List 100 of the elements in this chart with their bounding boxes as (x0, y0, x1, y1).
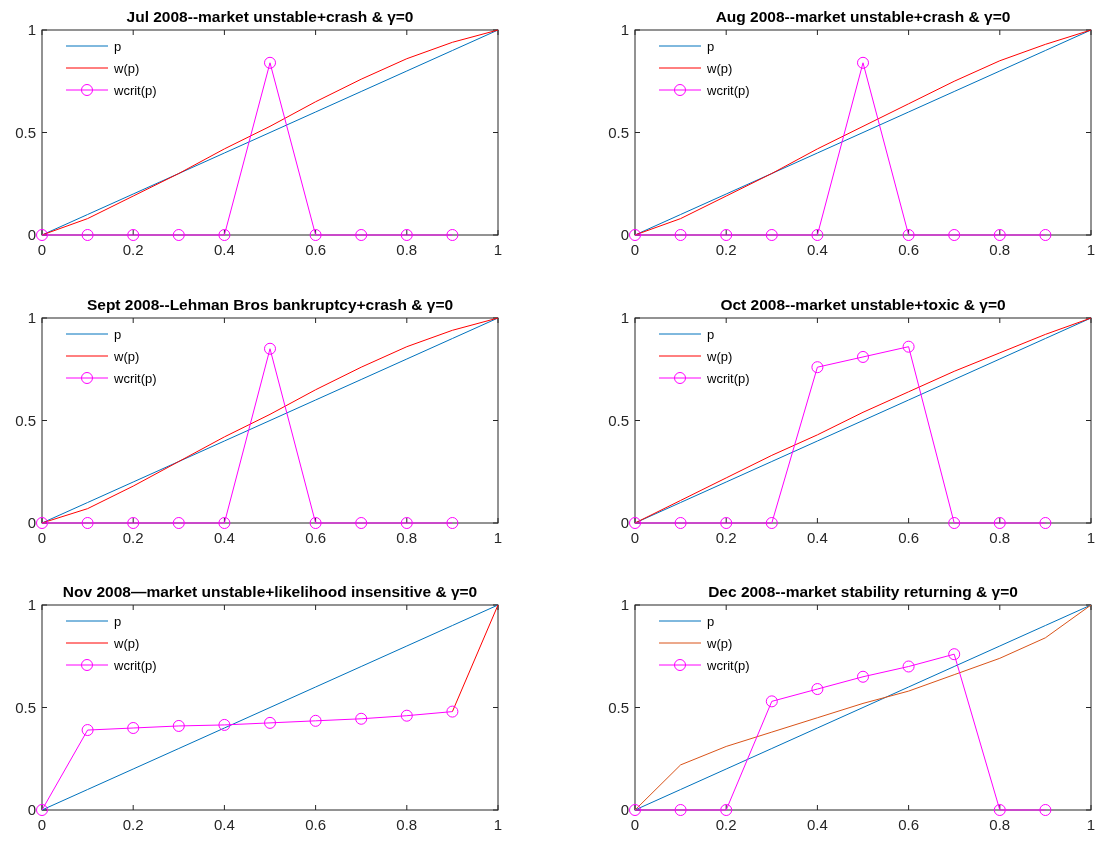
x-tick-label: 0.8 (396, 816, 418, 833)
chart-title: Sept 2008--Lehman Bros bankruptcy+crash & γ=0 (86, 296, 454, 313)
y-tick-label: 1 (620, 309, 629, 326)
point (993, 804, 1006, 816)
point (902, 660, 915, 673)
point (1039, 804, 1052, 816)
y-tick-label: 0.5 (608, 698, 629, 716)
chart-title: Nov 2008—market unstable+likelihood insensitive & γ=0 (62, 583, 478, 600)
legend-label: wcrit(p) (113, 83, 157, 98)
x-tick-label: 1 (493, 241, 503, 258)
point (902, 340, 915, 353)
x-tick-label: 0.6 (898, 529, 920, 546)
legend-label: p (114, 327, 122, 342)
point (765, 695, 778, 708)
x-tick-label: 0.2 (715, 529, 737, 546)
x-tick-label: 0.2 (122, 529, 144, 546)
chart-title: Dec 2008--market stability returning & γ=0 (708, 583, 1018, 600)
x-tick-label: 0.4 (806, 241, 828, 258)
chart-title: Jul 2008--market unstable+crash & γ=0 (126, 8, 414, 25)
legend-label: wcrit(p) (706, 658, 750, 673)
x-tick-label: 0.4 (213, 529, 235, 546)
point (309, 714, 322, 727)
legend-label: wcrit(p) (706, 83, 750, 98)
y-tick-label: 1 (27, 309, 36, 326)
y-tick-label: 0.5 (608, 123, 629, 141)
legend-label: p (707, 614, 715, 629)
x-tick-label: 0.8 (989, 816, 1011, 833)
x-tick-label: 0.6 (305, 529, 327, 546)
x-tick-label: 0.6 (305, 816, 327, 833)
point (720, 804, 733, 816)
point (172, 719, 185, 732)
x-tick-label: 1 (1086, 816, 1096, 833)
point (218, 718, 231, 731)
legend-label: w(p) (113, 61, 140, 76)
y-tick-label: 0.5 (15, 123, 36, 141)
point (674, 804, 687, 816)
legend-label: p (707, 327, 715, 342)
point (674, 517, 687, 529)
y-tick-label: 0 (620, 514, 629, 531)
chart-title: Aug 2008--market unstable+crash & γ=0 (715, 8, 1011, 25)
y-tick-label: 0.5 (15, 698, 36, 716)
y-tick-label: 1 (27, 21, 36, 38)
x-tick-label: 1 (493, 529, 503, 546)
point (264, 716, 276, 729)
legend-label: p (114, 39, 122, 54)
x-tick-label: 0.2 (715, 816, 737, 833)
y-tick-label: 0 (27, 226, 36, 243)
x-tick-label: 0.2 (122, 816, 144, 833)
point (400, 709, 413, 722)
point (857, 350, 869, 363)
point (811, 683, 824, 696)
x-tick-label: 0.6 (305, 241, 327, 258)
point (993, 517, 1006, 529)
x-tick-label: 0.4 (806, 816, 828, 833)
point (948, 517, 961, 529)
x-tick-label: 0.8 (396, 241, 418, 258)
point (446, 705, 459, 718)
y-tick-label: 0 (620, 226, 629, 243)
x-tick-label: 1 (1086, 241, 1096, 258)
x-tick-label: 1 (1086, 529, 1096, 546)
legend-label: w(p) (706, 636, 733, 651)
y-tick-label: 0.5 (15, 411, 36, 429)
legend-label: p (114, 614, 122, 629)
legend-label: wcrit(p) (113, 371, 157, 386)
point (720, 517, 733, 529)
point (81, 724, 94, 737)
y-tick-label: 1 (620, 21, 629, 38)
legend-label: w(p) (113, 636, 140, 651)
point (127, 722, 140, 734)
x-tick-label: 0.4 (213, 241, 235, 258)
point (811, 361, 824, 374)
point (1039, 517, 1052, 529)
chart-title: Oct 2008--market unstable+toxic & γ=0 (720, 296, 1006, 313)
x-tick-label: 0.4 (213, 816, 235, 833)
x-tick-label: 0.8 (989, 529, 1011, 546)
legend-label: wcrit(p) (113, 658, 157, 673)
point (36, 804, 48, 816)
point (857, 670, 869, 683)
legend-label: wcrit(p) (706, 371, 750, 386)
y-tick-label: 1 (620, 596, 629, 613)
y-tick-label: 0 (27, 801, 36, 818)
legend-label: w(p) (706, 61, 733, 76)
legend-label: w(p) (113, 349, 140, 364)
y-tick-label: 0 (620, 801, 629, 818)
y-tick-label: 1 (27, 596, 36, 613)
x-tick-label: 0.6 (898, 241, 920, 258)
point (629, 804, 641, 816)
point (765, 517, 778, 529)
x-tick-label: 1 (493, 816, 503, 833)
x-tick-label: 0.8 (396, 529, 418, 546)
x-tick-label: 0.8 (989, 241, 1011, 258)
y-tick-label: 0.5 (608, 411, 629, 429)
point (948, 648, 961, 661)
point (629, 517, 641, 529)
x-tick-label: 0.2 (122, 241, 144, 258)
legend-label: p (707, 39, 715, 54)
legend-label: w(p) (706, 349, 733, 364)
x-tick-label: 0.6 (898, 816, 920, 833)
x-tick-label: 0.2 (715, 241, 737, 258)
x-tick-label: 0.4 (806, 529, 828, 546)
